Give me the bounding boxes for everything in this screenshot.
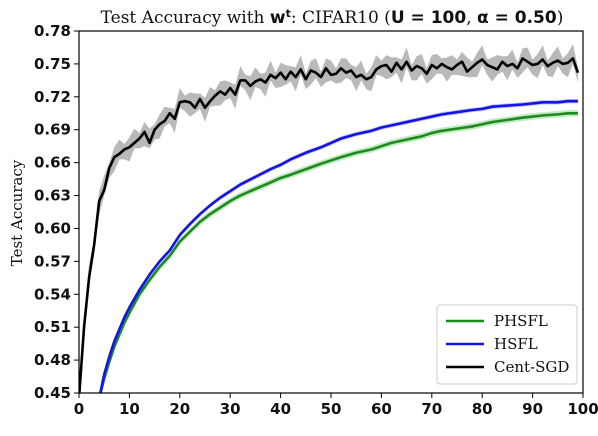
x-tick-label: 10	[119, 400, 140, 418]
y-tick-label: 0.51	[34, 318, 71, 336]
y-tick-label: 0.72	[34, 88, 71, 106]
y-tick-label: 0.48	[34, 351, 71, 369]
x-tick-label: 40	[270, 400, 291, 418]
legend-label: HSFL	[494, 335, 538, 353]
legend-box	[436, 304, 578, 385]
y-tick-label: 0.60	[34, 219, 71, 237]
legend-label: Cent-SGD	[494, 358, 569, 376]
y-tick-label: 0.63	[34, 187, 71, 205]
series-line-phsfl	[99, 111, 578, 393]
x-tick-label: 30	[220, 400, 241, 418]
y-tick-label: 0.75	[34, 55, 71, 73]
series-line-hsfl	[98, 99, 578, 393]
y-tick-label: 0.69	[34, 121, 71, 139]
x-tick-label: 50	[321, 400, 342, 418]
x-tick-label: 20	[169, 400, 190, 418]
y-tick-label: 0.66	[34, 154, 71, 172]
x-tick-label: 100	[567, 400, 598, 418]
x-tick-label: 0	[74, 400, 84, 418]
y-tick-label: 0.45	[34, 384, 71, 402]
plot-frame	[78, 30, 584, 394]
series-line-cent-sgd	[79, 57, 580, 393]
y-tick-label: 0.54	[34, 285, 71, 303]
chart-title: Test Accuracy with wt: CIFAR10 (U = 100,…	[101, 7, 564, 28]
legend-label: PHSFL	[494, 312, 548, 330]
y-tick-label: 0.78	[34, 22, 71, 40]
x-tick-label: 60	[371, 400, 392, 418]
x-tick-label: 70	[421, 400, 442, 418]
y-tick-label: 0.57	[34, 252, 71, 270]
x-tick-label: 90	[522, 400, 543, 418]
x-tick-label: 80	[472, 400, 493, 418]
legend: PHSFL HSFL Cent-SGD	[436, 304, 578, 385]
y-axis-label: Test Accuracy	[8, 159, 26, 266]
